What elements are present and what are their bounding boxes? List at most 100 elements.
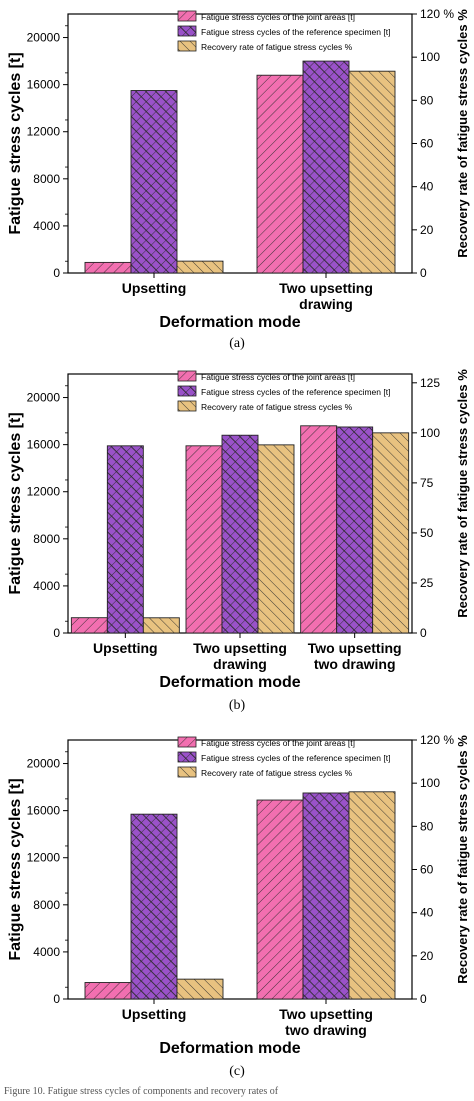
right-tick-label: 40: [420, 906, 434, 920]
legend-swatch: [177, 385, 197, 397]
chart-a-svg: 0 4000 8000 12000 16000 20000 0 20 40 60 80 100 120 …: [7, 7, 470, 331]
bar: [300, 425, 338, 634]
x-axis-title: Deformation mode: [159, 1040, 300, 1057]
legend-label: Fatigue stress cycles of the reference s…: [201, 27, 390, 37]
left-tick-label: 4000: [33, 945, 60, 959]
legend-label: Fatigue stress cycles of the reference s…: [201, 387, 390, 397]
bar: [372, 432, 410, 634]
right-tick-label: 80: [420, 93, 434, 107]
bar: [336, 426, 374, 634]
left-tick-label: 0: [53, 992, 60, 1006]
right-tick-label: 120 %: [420, 733, 454, 747]
legend-swatch: [177, 370, 197, 382]
legend-swatch: [177, 40, 197, 52]
bar: [176, 260, 224, 274]
bar: [256, 799, 304, 1000]
legend-swatch: [177, 736, 197, 748]
right-tick-label: 125: [420, 376, 440, 390]
x-tick-label: drawing: [299, 296, 353, 312]
bar: [185, 445, 223, 634]
x-tick-label: Upsetting: [122, 1006, 187, 1022]
chart-panel-b: 0 4000 8000 12000 16000 20000 0 25 50 75 100 125 Ups…: [0, 360, 474, 726]
right-axis-title: Recovery rate of fatigue stress cycles %: [455, 735, 470, 984]
left-tick-label: 12000: [27, 851, 61, 865]
legend-swatch: [177, 766, 197, 778]
panel-label-c: (c): [229, 1064, 245, 1079]
left-tick-label: 20000: [27, 31, 61, 45]
right-tick-label: 100: [420, 50, 440, 64]
right-tick-label: 100: [420, 776, 440, 790]
x-tick-label: Two upsetting: [193, 640, 287, 656]
right-tick-label: 80: [420, 819, 434, 833]
right-tick-label: 20: [420, 223, 434, 237]
x-tick-label: drawing: [213, 656, 267, 672]
right-tick-label: 100: [420, 426, 440, 440]
left-tick-label: 0: [53, 626, 60, 640]
chart-c-svg: 0 4000 8000 12000 16000 20000 0 20 40 60 80 100 120 …: [7, 733, 470, 1057]
legend-label: Recovery rate of fatigue stress cycles %: [201, 768, 353, 778]
right-tick-label: 0: [420, 626, 427, 640]
right-axis-title: Recovery rate of fatigue stress cycles %: [455, 369, 470, 618]
left-axis-title: Fatigue stress cycles [t]: [7, 52, 24, 234]
right-tick-label: 75: [420, 476, 434, 490]
left-tick-label: 12000: [27, 125, 61, 139]
right-tick-label: 20: [420, 949, 434, 963]
panel-label-a: (a): [229, 336, 245, 351]
bar: [302, 792, 350, 1000]
chart-b-svg: 0 4000 8000 12000 16000 20000 0 25 50 75 100 125 Ups…: [7, 369, 470, 691]
right-tick-label: 50: [420, 526, 434, 540]
legend-label: Fatigue stress cycles of the joint areas…: [201, 738, 355, 748]
legend-swatch: [177, 751, 197, 763]
left-tick-label: 4000: [33, 219, 60, 233]
bar: [221, 434, 259, 634]
x-tick-label: two drawing: [314, 656, 396, 672]
left-tick-label: 16000: [27, 78, 61, 92]
bar: [256, 74, 304, 274]
bar: [130, 90, 178, 274]
right-tick-label: 40: [420, 180, 434, 194]
left-tick-label: 8000: [33, 898, 60, 912]
bar: [348, 791, 396, 1000]
bar: [106, 445, 144, 634]
right-axis-title: Recovery rate of fatigue stress cycles %: [455, 9, 470, 258]
bar: [84, 261, 132, 274]
left-tick-label: 0: [53, 266, 60, 280]
chart-panel-c: 0 4000 8000 12000 16000 20000 0 20 40 60 80 100 120 …: [0, 726, 474, 1101]
left-axis-title: Fatigue stress cycles [t]: [7, 412, 24, 594]
left-tick-label: 12000: [27, 485, 61, 499]
bar: [176, 978, 224, 1000]
left-tick-label: 4000: [33, 579, 60, 593]
right-tick-label: 120 %: [420, 7, 454, 21]
left-tick-label: 20000: [27, 391, 61, 405]
right-tick-label: 0: [420, 992, 427, 1006]
right-tick-label: 60: [420, 863, 434, 877]
left-tick-label: 16000: [27, 804, 61, 818]
legend-label: Recovery rate of fatigue stress cycles %: [201, 402, 353, 412]
x-axis-title: Deformation mode: [159, 674, 300, 691]
x-tick-label: Upsetting: [93, 640, 158, 656]
left-tick-label: 16000: [27, 438, 61, 452]
legend-label: Recovery rate of fatigue stress cycles %: [201, 42, 353, 52]
x-axis-title: Deformation mode: [159, 314, 300, 331]
chart-panel-a: 0 4000 8000 12000 16000 20000 0 20 40 60 80 100 120 …: [0, 0, 474, 360]
figure-caption: Figure 10. Fatigue stress cycles of comp…: [4, 1086, 279, 1097]
x-tick-label: Two upsetting: [279, 280, 373, 296]
legend-swatch: [177, 400, 197, 412]
x-tick-label: Two upsetting: [308, 640, 402, 656]
x-tick-label: two drawing: [285, 1022, 367, 1038]
legend-label: Fatigue stress cycles of the joint areas…: [201, 372, 355, 382]
bar: [348, 70, 396, 274]
right-tick-label: 0: [420, 266, 427, 280]
bar: [257, 444, 295, 634]
left-tick-label: 20000: [27, 757, 61, 771]
left-tick-label: 8000: [33, 532, 60, 546]
left-tick-label: 8000: [33, 172, 60, 186]
x-tick-label: Two upsetting: [279, 1006, 373, 1022]
bar: [84, 982, 132, 1000]
left-axis-title: Fatigue stress cycles [t]: [7, 778, 24, 960]
x-tick-label: Upsetting: [122, 280, 187, 296]
legend-swatch: [177, 10, 197, 22]
legend-swatch: [177, 25, 197, 37]
legend-label: Fatigue stress cycles of the reference s…: [201, 753, 390, 763]
bar: [302, 60, 350, 274]
